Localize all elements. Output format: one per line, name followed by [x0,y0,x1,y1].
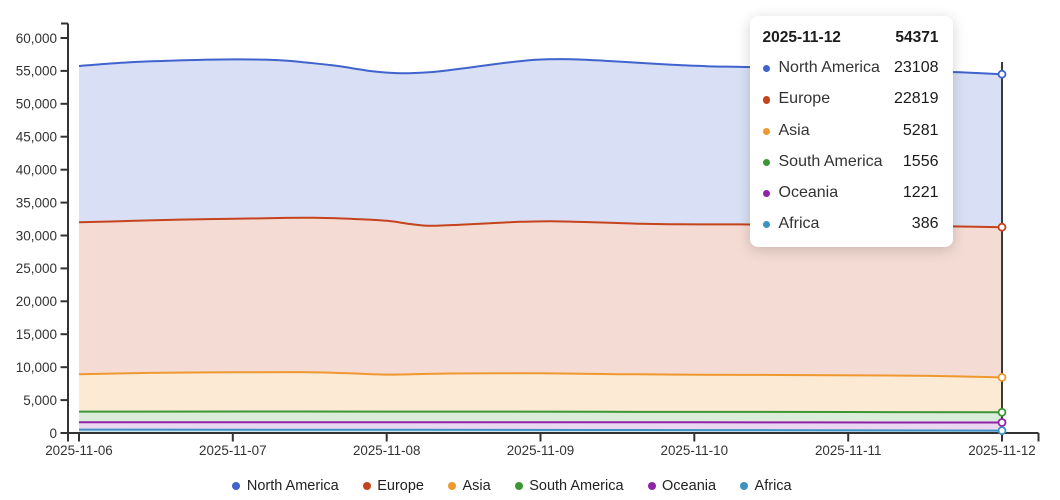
svg-text:55,000: 55,000 [16,64,57,79]
svg-text:50,000: 50,000 [16,97,57,112]
svg-text:2025-11-07: 2025-11-07 [199,443,267,458]
svg-text:40,000: 40,000 [16,163,57,178]
svg-text:2025-11-12: 2025-11-12 [968,443,1036,458]
svg-text:45,000: 45,000 [16,130,57,145]
svg-text:2025-11-11: 2025-11-11 [815,443,882,458]
svg-text:30,000: 30,000 [16,228,57,243]
svg-text:10,000: 10,000 [16,360,57,375]
svg-text:60,000: 60,000 [16,31,57,46]
svg-text:0: 0 [49,426,57,441]
svg-text:20,000: 20,000 [16,294,57,309]
svg-text:2025-11-09: 2025-11-09 [507,443,575,458]
svg-text:15,000: 15,000 [16,327,57,342]
svg-text:2025-11-08: 2025-11-08 [353,443,421,458]
svg-text:2025-11-10: 2025-11-10 [661,443,729,458]
svg-text:25,000: 25,000 [16,261,57,276]
svg-text:35,000: 35,000 [16,195,57,210]
svg-text:2025-11-06: 2025-11-06 [45,443,113,458]
svg-text:5,000: 5,000 [23,393,57,408]
